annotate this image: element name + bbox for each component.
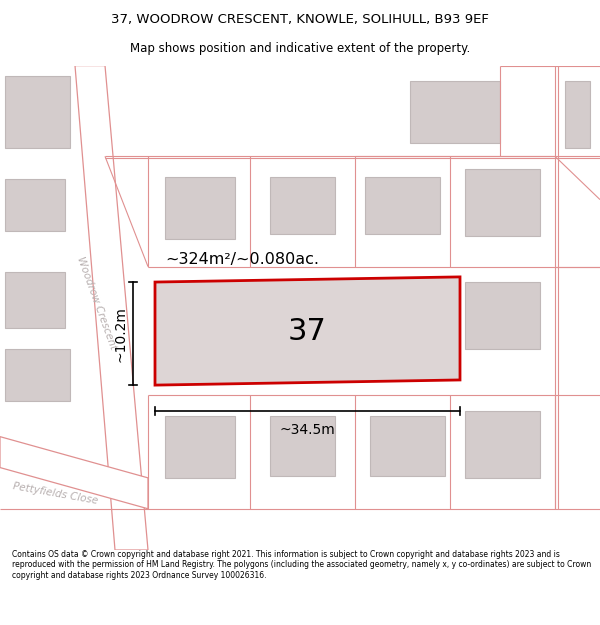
Bar <box>165 416 235 478</box>
Polygon shape <box>0 437 148 509</box>
Bar <box>5 272 65 328</box>
Text: ~10.2m: ~10.2m <box>114 306 128 361</box>
Polygon shape <box>75 66 148 550</box>
Bar <box>165 177 235 239</box>
Text: Map shows position and indicative extent of the property.: Map shows position and indicative extent… <box>130 42 470 55</box>
Polygon shape <box>155 277 460 385</box>
Bar <box>465 282 540 349</box>
Bar <box>5 76 70 148</box>
Text: ~34.5m: ~34.5m <box>280 423 335 438</box>
Bar <box>565 81 590 148</box>
Bar <box>410 81 500 143</box>
Bar <box>270 177 335 234</box>
Text: 37, WOODROW CRESCENT, KNOWLE, SOLIHULL, B93 9EF: 37, WOODROW CRESCENT, KNOWLE, SOLIHULL, … <box>111 12 489 26</box>
Text: Woodrow Crescent: Woodrow Crescent <box>76 255 118 351</box>
Bar <box>185 301 315 368</box>
Bar <box>370 416 445 476</box>
Bar <box>370 282 445 349</box>
Text: ~324m²/~0.080ac.: ~324m²/~0.080ac. <box>165 252 319 267</box>
Text: Pettyfields Close: Pettyfields Close <box>11 481 98 506</box>
Bar <box>5 179 65 231</box>
Text: 37: 37 <box>288 316 327 346</box>
Bar <box>270 416 335 476</box>
Bar <box>465 169 540 236</box>
Text: Contains OS data © Crown copyright and database right 2021. This information is : Contains OS data © Crown copyright and d… <box>12 550 591 580</box>
Bar <box>465 411 540 478</box>
Bar <box>5 349 70 401</box>
Bar <box>365 177 440 234</box>
